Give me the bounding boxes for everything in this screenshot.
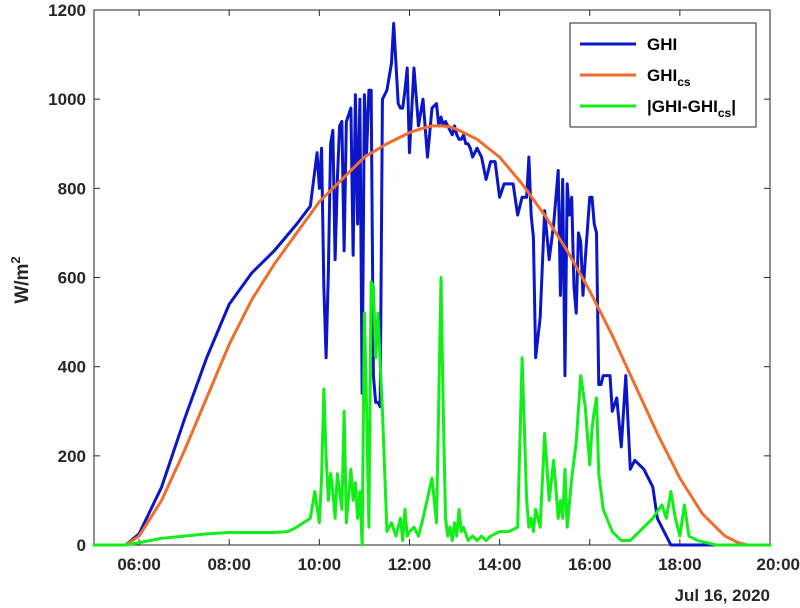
y-axis: 0 200 400 600 800 1000 1200: [48, 1, 770, 555]
x-tick-label: 12:00: [388, 555, 431, 574]
x-tick-label: 18:00: [658, 555, 701, 574]
x-tick-label: 14:00: [478, 555, 521, 574]
series-line-1: [92, 21, 772, 547]
x-tick-label: 16:00: [568, 555, 611, 574]
series-line-3: [92, 276, 772, 547]
x-tick-label: 20:00: [757, 555, 800, 574]
x-axis: 06:00 08:00 10:00 12:00 14:00 16:00 18:00 20:00: [117, 10, 800, 574]
y-tick-label: 200: [58, 447, 86, 466]
legend-label-1: GHI: [647, 35, 677, 54]
y-tick-label: 600: [58, 269, 86, 288]
legend-label-3: |GHI-GHIcs|: [647, 97, 736, 120]
x-axis-date-label: Jul 16, 2020: [675, 586, 770, 605]
y-tick-label: 0: [77, 536, 86, 555]
y-tick-label: 400: [58, 358, 86, 377]
series-line-2: [92, 124, 772, 547]
x-tick-label: 08:00: [207, 555, 250, 574]
y-tick-label: 800: [58, 179, 86, 198]
y-axis-label: W/m2: [8, 256, 33, 303]
legend-label-2: GHIcs: [647, 66, 691, 89]
series-lines: [92, 21, 772, 547]
y-tick-label: 1000: [48, 90, 86, 109]
x-tick-label: 06:00: [117, 555, 160, 574]
y-tick-label: 1200: [48, 1, 86, 20]
x-tick-label: 10:00: [298, 555, 341, 574]
legend: GHI GHIcs |GHI-GHIcs|: [569, 22, 757, 128]
